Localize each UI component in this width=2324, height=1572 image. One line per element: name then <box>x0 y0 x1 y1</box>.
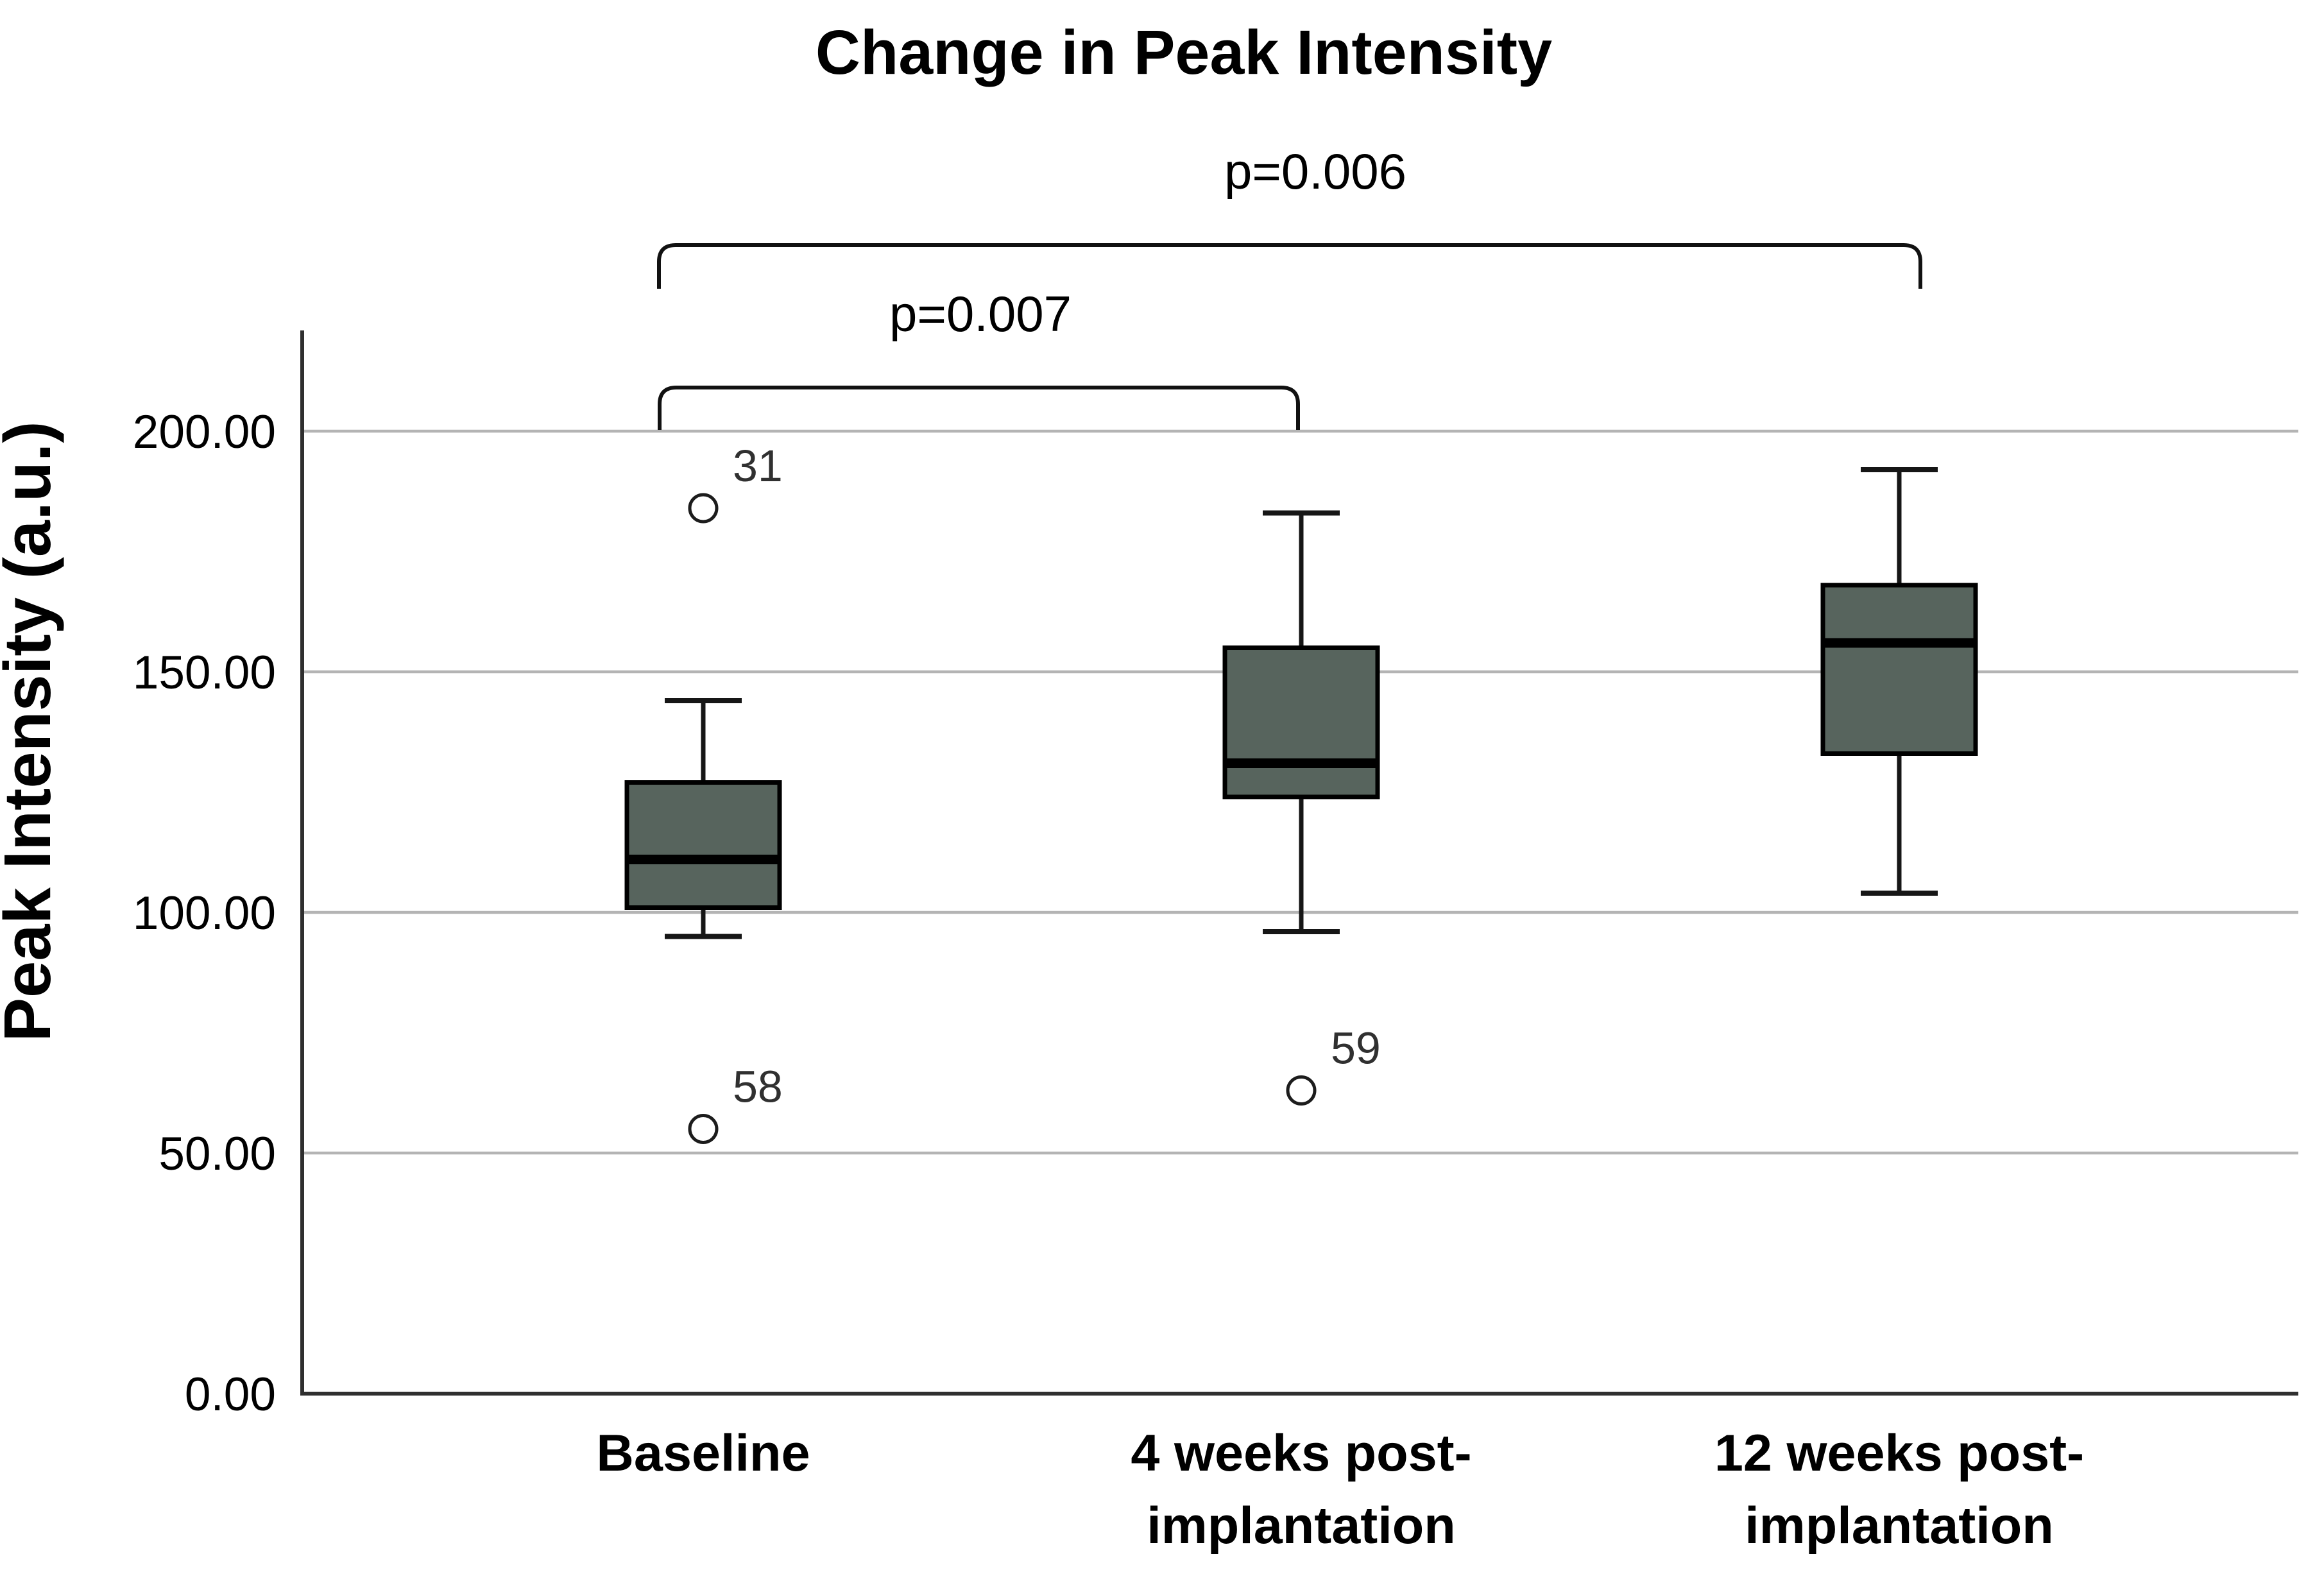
y-axis-title: Peak Intensity (a.u.) <box>0 421 64 1041</box>
boxplot-1 <box>1222 510 1380 1106</box>
y-tick-label: 150.00 <box>133 647 276 699</box>
x-category-label: 12 weeks post- <box>1714 1424 2084 1482</box>
boxplot-0 <box>624 493 782 1144</box>
y-tick-label: 100.00 <box>133 887 276 939</box>
significance-bracket <box>657 243 1922 289</box>
significance-label: p=0.007 <box>889 286 1072 342</box>
significance-bracket-layer <box>657 243 1922 430</box>
outlier-label: 31 <box>733 441 783 491</box>
axes-layer <box>300 330 2298 1396</box>
significance-bracket <box>658 386 1300 430</box>
boxplot-layer <box>624 467 1978 1144</box>
x-category-label: implantation <box>1147 1497 1456 1555</box>
y-tick-label: 50.00 <box>158 1128 276 1180</box>
text-layer: 0.00 50.00 100.00 150.00 200.00 p=0.007 p=0.00… <box>133 143 2084 1555</box>
y-tick-label: 200.00 <box>133 406 276 458</box>
boxplot-box <box>1820 583 1978 756</box>
boxplot-2 <box>1820 467 1978 896</box>
outlier-point <box>1286 1075 1317 1106</box>
boxplot-box <box>624 780 782 910</box>
x-category-label: 4 weeks post- <box>1131 1424 1471 1482</box>
outlier-point <box>688 493 719 524</box>
outlier-label: 58 <box>733 1062 783 1112</box>
x-category-label: Baseline <box>596 1424 810 1482</box>
x-category-label: implantation <box>1745 1497 2054 1555</box>
outlier-label: 59 <box>1331 1023 1381 1073</box>
significance-label: p=0.006 <box>1224 143 1406 200</box>
chart-title: Change in Peak Intensity <box>816 17 1552 87</box>
y-tick-label: 0.00 <box>185 1369 276 1421</box>
outlier-point <box>688 1114 719 1144</box>
boxplot-box <box>1222 645 1380 799</box>
